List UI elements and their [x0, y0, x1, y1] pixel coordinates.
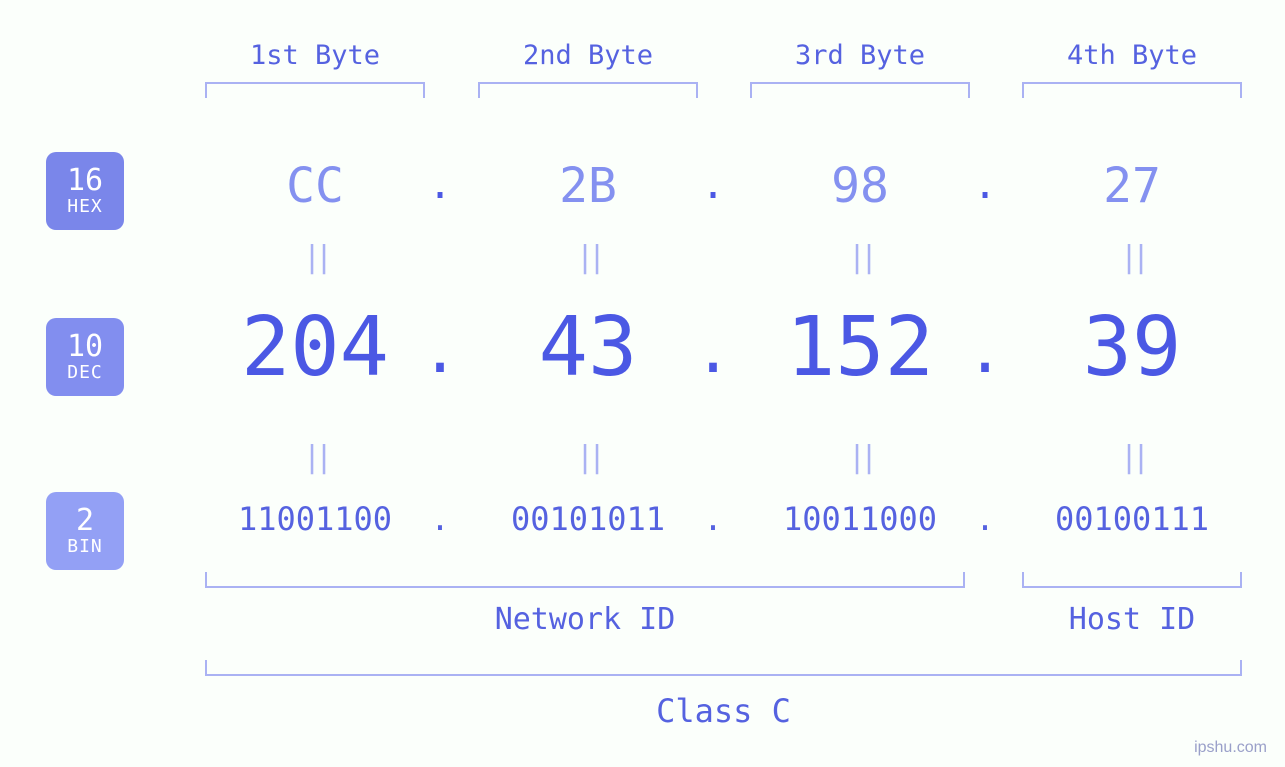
eq2-3: || — [750, 440, 970, 475]
byte-label-2: 2nd Byte — [478, 40, 698, 71]
dec-byte-2: 43 — [478, 300, 698, 395]
bin-dot-3: . — [965, 500, 1005, 538]
badge-bin-lbl: BIN — [67, 538, 103, 556]
hex-byte-3: 98 — [750, 158, 970, 214]
class-bracket — [205, 660, 1242, 676]
networkid-bracket — [205, 572, 965, 588]
watermark: ipshu.com — [1194, 739, 1267, 757]
badge-dec: 10 DEC — [46, 318, 124, 396]
dec-dot-2: . — [693, 314, 733, 387]
badge-hex: 16 HEX — [46, 152, 124, 230]
top-bracket-4 — [1022, 82, 1242, 98]
hex-byte-2: 2B — [478, 158, 698, 214]
badge-hex-lbl: HEX — [67, 198, 103, 216]
bin-byte-1: 11001100 — [205, 500, 425, 538]
hostid-label: Host ID — [1022, 602, 1242, 637]
badge-bin: 2 BIN — [46, 492, 124, 570]
byte-label-4: 4th Byte — [1022, 40, 1242, 71]
networkid-label: Network ID — [205, 602, 965, 637]
eq2-1: || — [205, 440, 425, 475]
bin-dot-2: . — [693, 500, 733, 538]
hex-dot-1: . — [420, 162, 460, 208]
eq1-2: || — [478, 240, 698, 275]
class-label: Class C — [205, 692, 1242, 730]
bin-byte-4: 00100111 — [1022, 500, 1242, 538]
eq1-4: || — [1022, 240, 1242, 275]
byte-label-3: 3rd Byte — [750, 40, 970, 71]
bin-dot-1: . — [420, 500, 460, 538]
dec-byte-4: 39 — [1022, 300, 1242, 395]
badge-dec-num: 10 — [67, 332, 103, 362]
eq1-3: || — [750, 240, 970, 275]
dec-dot-1: . — [420, 314, 460, 387]
badge-bin-num: 2 — [76, 506, 94, 536]
dec-byte-1: 204 — [205, 300, 425, 395]
eq2-2: || — [478, 440, 698, 475]
dec-byte-3: 152 — [750, 300, 970, 395]
eq2-4: || — [1022, 440, 1242, 475]
top-bracket-2 — [478, 82, 698, 98]
dec-dot-3: . — [965, 314, 1005, 387]
bin-byte-2: 00101011 — [478, 500, 698, 538]
bin-byte-3: 10011000 — [750, 500, 970, 538]
badge-hex-num: 16 — [67, 166, 103, 196]
hex-byte-4: 27 — [1022, 158, 1242, 214]
byte-label-1: 1st Byte — [205, 40, 425, 71]
eq1-1: || — [205, 240, 425, 275]
badge-dec-lbl: DEC — [67, 364, 103, 382]
top-bracket-3 — [750, 82, 970, 98]
top-bracket-1 — [205, 82, 425, 98]
hex-byte-1: CC — [205, 158, 425, 214]
hex-dot-3: . — [965, 162, 1005, 208]
hex-dot-2: . — [693, 162, 733, 208]
hostid-bracket — [1022, 572, 1242, 588]
